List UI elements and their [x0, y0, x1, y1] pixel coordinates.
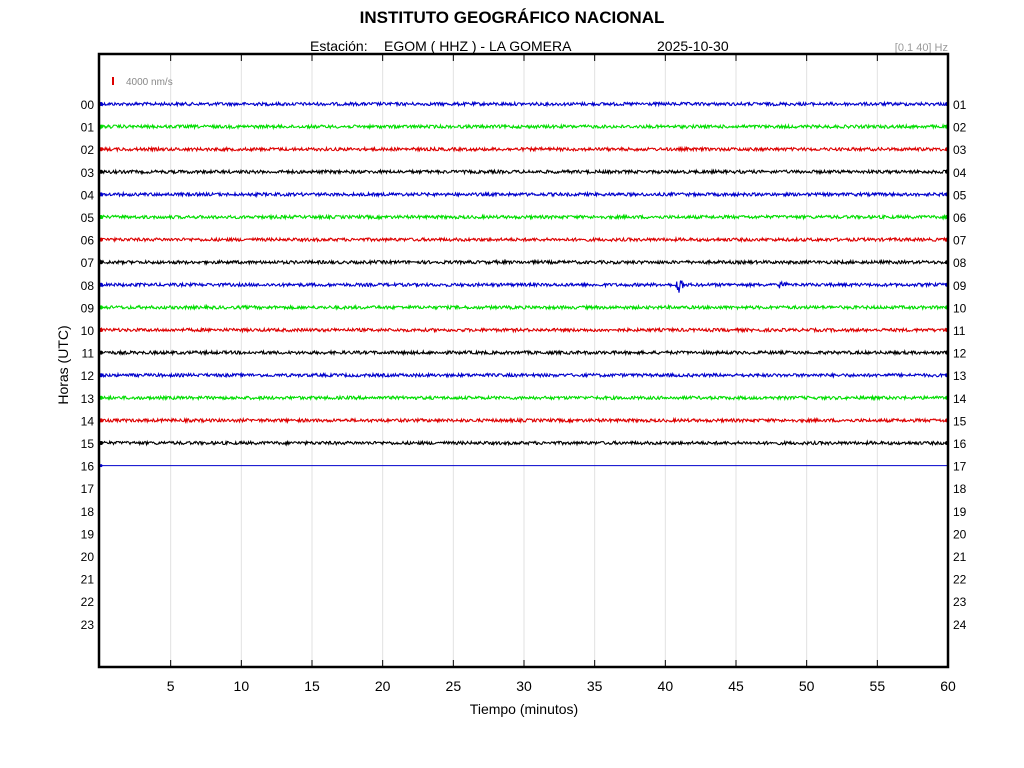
y-tick-label-left: 04	[81, 188, 95, 202]
x-tick-label: 15	[304, 678, 320, 694]
y-tick-label-left: 11	[82, 347, 95, 361]
trace-hour-10	[99, 326, 948, 334]
trace-hour-08	[99, 280, 949, 293]
station-label: Estación:	[310, 38, 368, 54]
y-tick-label-left: 05	[81, 211, 95, 225]
trace-hour-12	[99, 371, 948, 379]
y-tick-label-right: 04	[953, 166, 967, 180]
trace-hour-05	[99, 213, 948, 221]
y-tick-label-right: 07	[953, 234, 967, 248]
y-tick-label-right: 01	[953, 98, 967, 112]
y-tick-label-right: 09	[953, 279, 967, 293]
x-tick-label: 35	[587, 678, 603, 694]
trace-hour-09	[99, 303, 949, 311]
y-tick-label-left: 00	[81, 98, 95, 112]
x-tick-label: 40	[658, 678, 674, 694]
y-tick-label-left: 19	[81, 527, 95, 541]
trace-hour-02	[99, 145, 948, 153]
x-axis-label: Tiempo (minutos)	[470, 701, 578, 717]
y-tick-label-right: 24	[953, 618, 967, 632]
date-label: 2025-10-30	[657, 38, 729, 54]
y-tick-label-right: 22	[953, 573, 967, 587]
y-tick-label-right: 23	[953, 595, 967, 609]
x-tick-label: 60	[940, 678, 956, 694]
y-tick-label-left: 17	[81, 482, 95, 496]
y-tick-label-left: 14	[81, 414, 95, 428]
y-tick-label-right: 18	[953, 482, 967, 496]
scale-label: 4000 nm/s	[126, 77, 173, 88]
trace-hour-03	[99, 168, 948, 176]
y-tick-label-right: 02	[953, 121, 967, 135]
trace-hour-14	[99, 416, 949, 425]
y-tick-label-left: 16	[81, 460, 95, 474]
x-tick-label: 55	[870, 678, 886, 694]
y-tick-label-right: 17	[953, 460, 967, 474]
y-tick-label-left: 12	[81, 369, 95, 383]
trace-hour-06	[99, 235, 948, 244]
traces	[99, 100, 949, 468]
trace-hour-11	[99, 348, 948, 357]
y-tick-label-left: 22	[81, 595, 95, 609]
scale-bar	[112, 77, 114, 85]
trace-hour-04	[99, 190, 948, 199]
y-tick-label-right: 03	[953, 143, 967, 157]
x-tick-label: 45	[728, 678, 744, 694]
y-tick-label-left: 15	[81, 437, 95, 451]
y-tick-label-left: 01	[81, 121, 95, 135]
y-axis-ticks: 00 01 02 03 04 05 06 07 08 09 10 11 12 13 14 15 16 17 18 19…	[81, 98, 967, 632]
y-tick-label-right: 16	[953, 437, 967, 451]
y-tick-label-left: 08	[81, 279, 95, 293]
y-tick-label-right: 08	[953, 256, 967, 270]
y-tick-label-right: 14	[953, 392, 967, 406]
x-tick-label: 30	[516, 678, 532, 694]
y-tick-label-right: 10	[953, 301, 967, 315]
x-tick-label: 20	[375, 678, 391, 694]
chart-title: INSTITUTO GEOGRÁFICO NACIONAL	[359, 8, 665, 27]
y-tick-label-left: 13	[81, 392, 95, 406]
y-tick-label-left: 23	[81, 618, 95, 632]
y-tick-label-right: 21	[953, 550, 967, 564]
x-axis-ticks: 5 10 15 20 25 30 35 40 45 50 55 60	[167, 54, 956, 694]
y-tick-label-left: 02	[81, 143, 95, 157]
y-tick-label-right: 15	[953, 414, 967, 428]
trace-hour-07	[99, 258, 948, 266]
y-tick-label-right: 11	[953, 324, 966, 338]
y-tick-label-left: 20	[81, 550, 95, 564]
y-tick-label-right: 20	[953, 527, 967, 541]
y-tick-label-left: 06	[81, 234, 95, 248]
y-tick-label-right: 05	[953, 188, 967, 202]
y-tick-label-left: 10	[81, 324, 95, 338]
trace-hour-01	[99, 122, 948, 131]
y-tick-label-right: 19	[953, 505, 967, 519]
y-axis-label: Horas (UTC)	[55, 325, 71, 404]
filter-band: [0.1 40] Hz	[894, 42, 948, 54]
x-tick-label: 5	[167, 678, 175, 694]
trace-hour-00	[99, 100, 948, 108]
y-tick-label-left: 09	[81, 301, 95, 315]
y-tick-label-left: 03	[81, 166, 95, 180]
station-name: EGOM ( HHZ ) - LA GOMERA	[384, 38, 572, 54]
trace-hour-15	[99, 439, 948, 447]
y-tick-label-left: 21	[81, 573, 95, 587]
y-tick-label-right: 06	[953, 211, 967, 225]
x-tick-label: 10	[234, 678, 250, 694]
y-tick-label-right: 13	[953, 369, 967, 383]
x-tick-label: 50	[799, 678, 815, 694]
y-tick-label-left: 18	[81, 505, 95, 519]
y-tick-label-left: 07	[81, 256, 95, 270]
grid-lines	[170, 55, 878, 666]
x-tick-label: 25	[446, 678, 462, 694]
trace-hour-13	[99, 394, 948, 402]
y-tick-label-right: 12	[953, 347, 967, 361]
